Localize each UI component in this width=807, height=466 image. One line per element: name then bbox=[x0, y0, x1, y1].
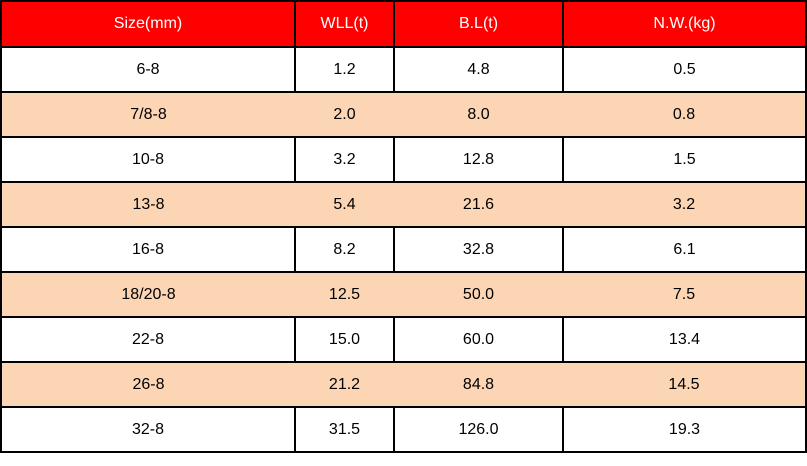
cell-nw: 7.5 bbox=[563, 271, 806, 318]
cell-wll: 31.5 bbox=[294, 406, 395, 453]
cell-nw: 3.2 bbox=[563, 181, 806, 228]
table-row: 26-8 21.2 84.8 14.5 bbox=[1, 361, 806, 408]
cell-nw: 0.5 bbox=[562, 46, 807, 93]
table-row: 10-8 3.2 12.8 1.5 bbox=[0, 136, 807, 183]
table-row: 6-8 1.2 4.8 0.5 bbox=[0, 46, 807, 93]
table-row: 7/8-8 2.0 8.0 0.8 bbox=[1, 91, 806, 138]
cell-nw: 13.4 bbox=[562, 316, 807, 363]
cell-size: 7/8-8 bbox=[1, 91, 295, 138]
cell-bl: 32.8 bbox=[393, 226, 564, 273]
cell-bl: 4.8 bbox=[393, 46, 564, 93]
cell-size: 10-8 bbox=[0, 136, 296, 183]
header-row: Size(mm) WLL(t) B.L(t) N.W.(kg) bbox=[0, 0, 807, 48]
cell-bl: 12.8 bbox=[393, 136, 564, 183]
spec-table: Size(mm) WLL(t) B.L(t) N.W.(kg) 6-8 1.2 … bbox=[0, 0, 807, 453]
cell-size: 18/20-8 bbox=[1, 271, 295, 318]
cell-wll: 2.0 bbox=[295, 91, 394, 138]
cell-wll: 15.0 bbox=[294, 316, 395, 363]
cell-size: 32-8 bbox=[0, 406, 296, 453]
cell-bl: 21.6 bbox=[394, 181, 563, 228]
cell-bl: 8.0 bbox=[394, 91, 563, 138]
table-row: 22-8 15.0 60.0 13.4 bbox=[0, 316, 807, 363]
cell-nw: 1.5 bbox=[562, 136, 807, 183]
cell-wll: 5.4 bbox=[295, 181, 394, 228]
column-header-size: Size(mm) bbox=[0, 0, 296, 48]
cell-nw: 6.1 bbox=[562, 226, 807, 273]
cell-size: 6-8 bbox=[0, 46, 296, 93]
cell-size: 13-8 bbox=[1, 181, 295, 228]
cell-wll: 8.2 bbox=[294, 226, 395, 273]
cell-nw: 14.5 bbox=[563, 361, 806, 408]
cell-nw: 19.3 bbox=[562, 406, 807, 453]
column-header-wll: WLL(t) bbox=[294, 0, 395, 48]
cell-wll: 3.2 bbox=[294, 136, 395, 183]
cell-bl: 50.0 bbox=[394, 271, 563, 318]
table-row: 13-8 5.4 21.6 3.2 bbox=[1, 181, 806, 228]
table-row: 32-8 31.5 126.0 19.3 bbox=[0, 406, 807, 453]
table-row: 16-8 8.2 32.8 6.1 bbox=[0, 226, 807, 273]
cell-size: 26-8 bbox=[1, 361, 295, 408]
cell-bl: 126.0 bbox=[393, 406, 564, 453]
cell-bl: 84.8 bbox=[394, 361, 563, 408]
cell-bl: 60.0 bbox=[393, 316, 564, 363]
cell-wll: 12.5 bbox=[295, 271, 394, 318]
column-header-nw: N.W.(kg) bbox=[562, 0, 807, 48]
cell-size: 16-8 bbox=[0, 226, 296, 273]
table-row: 18/20-8 12.5 50.0 7.5 bbox=[1, 271, 806, 318]
cell-wll: 21.2 bbox=[295, 361, 394, 408]
cell-wll: 1.2 bbox=[294, 46, 395, 93]
column-header-bl: B.L(t) bbox=[393, 0, 564, 48]
cell-nw: 0.8 bbox=[563, 91, 806, 138]
cell-size: 22-8 bbox=[0, 316, 296, 363]
